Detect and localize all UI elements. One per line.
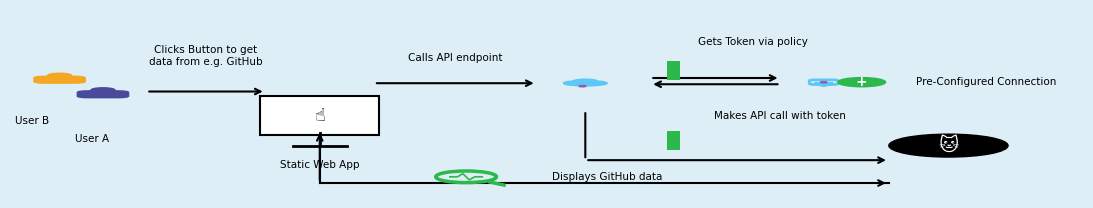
Text: Pre-Configured Connection: Pre-Configured Connection xyxy=(916,77,1056,87)
Text: User B: User B xyxy=(15,116,49,126)
Circle shape xyxy=(569,82,590,86)
Wedge shape xyxy=(86,89,120,92)
Circle shape xyxy=(838,78,885,87)
Text: Gets Token via policy: Gets Token via policy xyxy=(698,37,808,47)
Circle shape xyxy=(576,82,595,86)
Wedge shape xyxy=(43,75,77,78)
Text: Static Web App: Static Web App xyxy=(280,160,360,170)
Circle shape xyxy=(573,79,598,84)
Text: Calls API endpoint: Calls API endpoint xyxy=(408,53,503,63)
Text: User A: User A xyxy=(75,134,109,144)
Circle shape xyxy=(48,73,72,78)
Text: Clicks Button to get
data from e.g. GitHub: Clicks Button to get data from e.g. GitH… xyxy=(149,45,262,67)
Text: ☝: ☝ xyxy=(315,108,326,125)
FancyBboxPatch shape xyxy=(667,61,680,80)
Circle shape xyxy=(586,81,607,85)
Circle shape xyxy=(564,81,585,85)
Circle shape xyxy=(91,88,115,92)
FancyBboxPatch shape xyxy=(77,90,129,98)
Text: 🐱: 🐱 xyxy=(938,136,959,155)
FancyBboxPatch shape xyxy=(33,76,86,84)
Circle shape xyxy=(579,85,586,87)
Text: Displays GitHub data: Displays GitHub data xyxy=(552,172,662,182)
Text: Makes API call with token: Makes API call with token xyxy=(715,111,846,121)
FancyBboxPatch shape xyxy=(260,96,379,135)
FancyBboxPatch shape xyxy=(667,131,680,150)
Circle shape xyxy=(821,82,827,83)
Text: +: + xyxy=(856,75,868,89)
Circle shape xyxy=(889,134,1008,157)
Circle shape xyxy=(580,82,601,86)
